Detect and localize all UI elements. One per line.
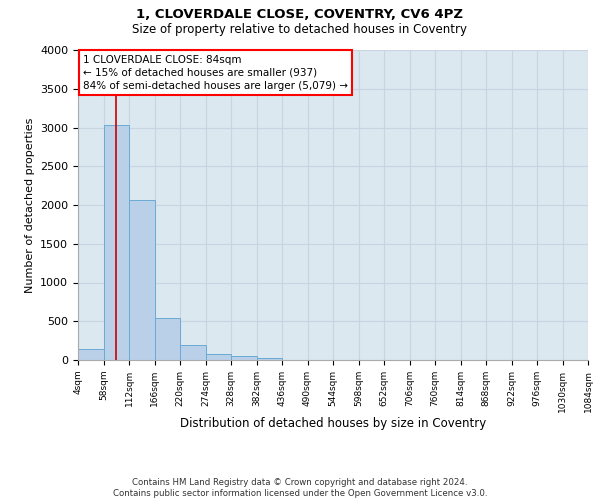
Text: 1, CLOVERDALE CLOSE, COVENTRY, CV6 4PZ: 1, CLOVERDALE CLOSE, COVENTRY, CV6 4PZ bbox=[137, 8, 464, 20]
Bar bbox=[180, 345, 205, 360]
Bar bbox=[78, 349, 104, 360]
Bar bbox=[206, 354, 231, 360]
Text: Contains HM Land Registry data © Crown copyright and database right 2024.
Contai: Contains HM Land Registry data © Crown c… bbox=[113, 478, 487, 498]
Bar bbox=[155, 318, 180, 360]
Bar bbox=[231, 356, 257, 360]
Text: Size of property relative to detached houses in Coventry: Size of property relative to detached ho… bbox=[133, 22, 467, 36]
Bar bbox=[104, 125, 129, 360]
Bar bbox=[129, 200, 155, 360]
Y-axis label: Number of detached properties: Number of detached properties bbox=[25, 118, 35, 292]
Text: 1 CLOVERDALE CLOSE: 84sqm
← 15% of detached houses are smaller (937)
84% of semi: 1 CLOVERDALE CLOSE: 84sqm ← 15% of detac… bbox=[83, 54, 348, 91]
X-axis label: Distribution of detached houses by size in Coventry: Distribution of detached houses by size … bbox=[180, 418, 486, 430]
Bar bbox=[257, 358, 282, 360]
